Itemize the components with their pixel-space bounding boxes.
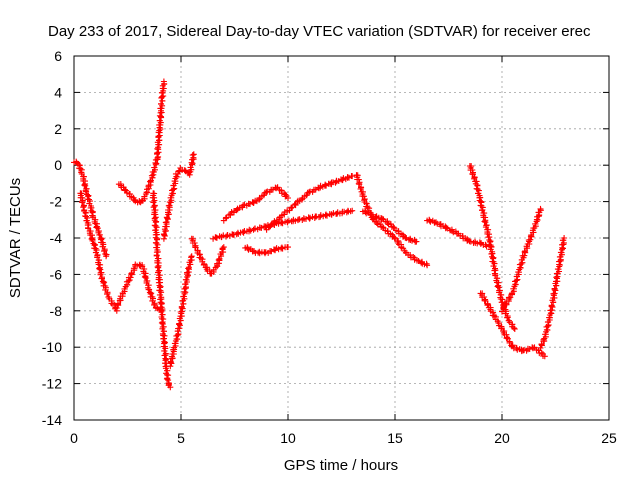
series-arc-16	[466, 163, 518, 332]
series-arc-15	[424, 216, 495, 251]
x-tick-label: 20	[494, 430, 510, 446]
series-arc-10	[210, 207, 356, 242]
series-markers	[115, 78, 168, 206]
series-markers	[188, 235, 227, 277]
series-markers	[77, 190, 120, 314]
y-tick-label: -14	[42, 412, 62, 428]
x-axis-label: GPS time / hours	[284, 457, 398, 474]
series-markers	[466, 163, 518, 332]
series-arc-19	[537, 235, 568, 351]
series-markers	[263, 173, 356, 233]
series-arc-5	[149, 190, 174, 391]
series-markers	[149, 190, 174, 391]
series-arc-9	[220, 184, 291, 224]
x-tick-label: 25	[601, 430, 617, 446]
y-tick-label: 6	[54, 48, 62, 64]
y-axis-label: SDTVAR / TECUs	[7, 178, 24, 298]
series-arc-12	[242, 244, 291, 257]
series-markers	[424, 216, 495, 251]
x-tick-label: 10	[280, 430, 296, 446]
series-arc-11	[263, 173, 356, 233]
series-markers	[242, 244, 291, 257]
x-tick-label: 0	[70, 430, 78, 446]
series-markers	[220, 184, 291, 224]
y-tick-label: -10	[42, 339, 62, 355]
y-tick-label: -4	[50, 230, 63, 246]
y-tick-label: 2	[54, 121, 62, 137]
y-tick-label: -6	[50, 266, 63, 282]
series-markers	[210, 207, 356, 242]
y-tick-label: -8	[50, 303, 63, 319]
series-arc-2	[77, 190, 120, 314]
series-arc-17	[477, 290, 548, 360]
chart-title: Day 233 of 2017, Sidereal Day-to-day VTE…	[48, 23, 591, 40]
y-tick-label: 0	[54, 157, 62, 173]
axis-ticks: 0 5 10 15 20 25 -14 -12 -10 -8 -6 -4 -2 0 2 4 6	[42, 48, 617, 446]
series-arc-4	[115, 78, 168, 206]
y-tick-label: -12	[42, 376, 62, 392]
x-tick-label: 15	[387, 430, 403, 446]
series-arc-8	[188, 235, 227, 277]
y-tick-label: 4	[54, 84, 62, 100]
series-arc-7	[160, 151, 197, 242]
series-markers	[359, 207, 420, 245]
series-arc-3	[113, 261, 165, 314]
series-markers	[477, 290, 548, 360]
series-markers	[113, 261, 165, 314]
series-markers	[160, 151, 197, 242]
x-tick-label: 5	[177, 430, 185, 446]
series-arc-18	[499, 205, 544, 315]
y-tick-label: -2	[50, 194, 63, 210]
data-points	[71, 78, 568, 391]
series-markers	[167, 253, 195, 370]
series-markers	[499, 205, 544, 315]
series-markers	[537, 235, 568, 351]
series-markers	[71, 158, 110, 260]
series-arc-14	[359, 207, 420, 245]
series-arc-1	[71, 158, 110, 260]
series-arc-6	[167, 253, 195, 370]
